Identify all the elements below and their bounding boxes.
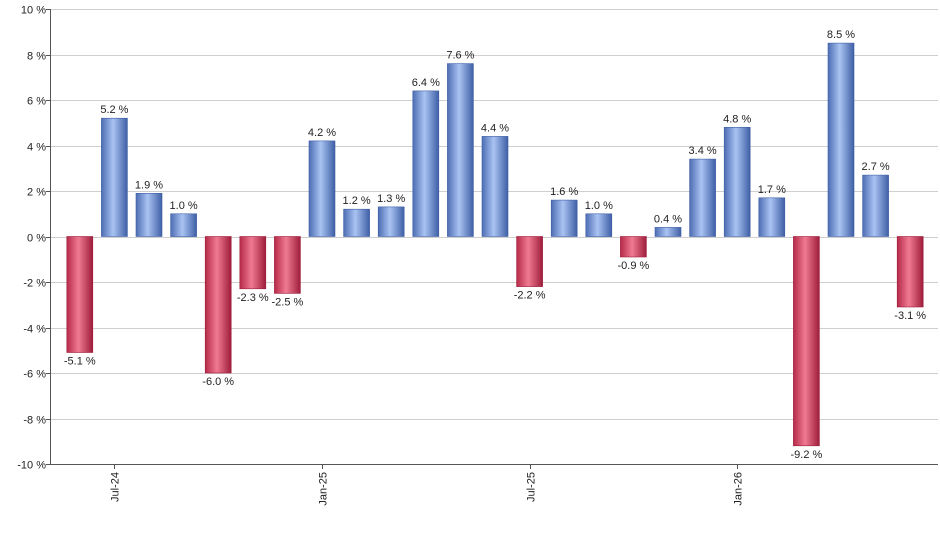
- x-tick-label: Jan-25: [318, 472, 330, 506]
- y-tick-label: 10 %: [21, 5, 46, 17]
- bar-negative: [620, 236, 647, 258]
- y-tick-label: 6 %: [27, 96, 46, 108]
- bar-positive: [170, 213, 197, 237]
- data-label: -9.2 %: [791, 449, 823, 461]
- data-label: 1.0 %: [585, 200, 613, 212]
- y-tick-label: 2 %: [27, 187, 46, 199]
- y-tick-label: -6 %: [23, 369, 46, 381]
- data-label: -2.2 %: [514, 290, 546, 302]
- y-tick-label: 4 %: [27, 142, 46, 154]
- y-tick-label: -8 %: [23, 415, 46, 427]
- data-label: -6.0 %: [202, 376, 234, 388]
- x-tick-label: Jan-26: [733, 472, 745, 506]
- data-labels: -5.1 % 5.2 % 1.9 % 1.0 % -6.0 % -2.3 % -2.5 % 4…: [64, 29, 926, 461]
- data-label: 1.7 %: [758, 184, 786, 196]
- bar-positive: [689, 158, 716, 237]
- axes: [50, 9, 938, 465]
- bar-positive: [377, 206, 405, 237]
- bar-positive: [654, 227, 682, 237]
- data-label: 8.5 %: [827, 29, 855, 41]
- y-tick-label: -4 %: [23, 324, 46, 336]
- bar-negative: [204, 236, 232, 374]
- data-label: -3.1 %: [894, 310, 926, 322]
- data-label: 1.6 %: [550, 186, 578, 198]
- x-tick-label: Jul-25: [526, 472, 538, 502]
- bar-negative: [793, 236, 820, 447]
- data-label: 4.8 %: [723, 113, 751, 125]
- data-label: 1.2 %: [343, 195, 371, 207]
- bar-positive: [585, 213, 613, 237]
- bar-positive: [412, 90, 440, 237]
- bar-negative: [239, 236, 267, 290]
- data-label: 1.0 %: [170, 200, 198, 212]
- y-axis-ticks: 10 % 8 % 6 % 4 % 2 % 0 % -2 % -4 % -6 % -8 % -10 %: [17, 5, 50, 472]
- bar-positive: [343, 208, 370, 237]
- bar-negative: [516, 236, 543, 287]
- bar-positive: [723, 127, 751, 237]
- bar-positive: [827, 42, 855, 237]
- bar-positive: [308, 140, 336, 237]
- data-label: -5.1 %: [64, 356, 96, 368]
- bar-negative: [66, 236, 94, 353]
- y-tick-label: 8 %: [27, 51, 46, 63]
- y-tick-label: -2 %: [23, 278, 46, 290]
- data-label: 1.3 %: [377, 193, 405, 205]
- y-tick-label: -10 %: [17, 460, 46, 472]
- data-label: 6.4 %: [412, 77, 440, 89]
- bar-positive: [135, 193, 163, 237]
- data-label: 0.4 %: [654, 213, 682, 225]
- data-label: 1.9 %: [135, 179, 163, 191]
- data-label: 3.4 %: [689, 145, 717, 157]
- data-label: 5.2 %: [100, 104, 128, 116]
- y-tick-label: 0 %: [27, 233, 46, 245]
- bar-negative: [896, 236, 924, 308]
- data-label: 7.6 %: [446, 50, 474, 62]
- data-label: 4.2 %: [308, 127, 336, 139]
- x-axis-ticks: Jul-24 Jan-25 Jul-25 Jan-26: [110, 464, 745, 506]
- bar-positive: [862, 174, 889, 237]
- bar-positive: [550, 199, 578, 237]
- bar-positive: [447, 63, 474, 237]
- bar-positive: [758, 197, 786, 237]
- data-label: -2.3 %: [237, 292, 269, 304]
- bar-positive: [101, 117, 128, 237]
- data-label: 4.4 %: [481, 122, 509, 134]
- data-label: -0.9 %: [618, 260, 650, 272]
- bar-negative: [274, 236, 301, 294]
- x-tick-label: Jul-24: [110, 472, 122, 502]
- bars: [66, 42, 924, 447]
- data-label: 2.7 %: [862, 161, 890, 173]
- bar-positive: [481, 136, 509, 237]
- data-label: -2.5 %: [272, 296, 304, 308]
